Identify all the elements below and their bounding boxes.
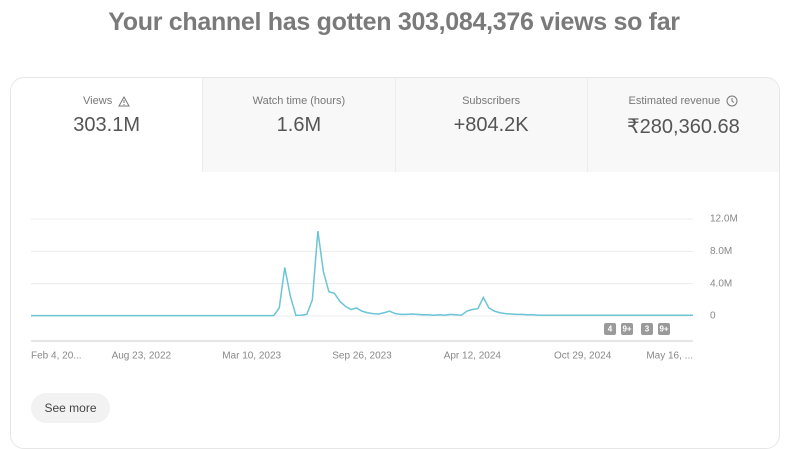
metric-tab[interactable]: Subscribers +804.2K	[394, 78, 587, 172]
x-tick-label: Mar 10, 2023	[222, 351, 281, 362]
metric-value: ₹280,360.68	[626, 116, 740, 138]
x-tick-label: Oct 29, 2024	[554, 351, 612, 362]
metric-label: Estimated revenue	[628, 95, 721, 107]
annotation-badge	[604, 323, 616, 335]
metric-label: Watch time (hours)	[252, 95, 346, 107]
metric-value: 1.6M	[276, 114, 322, 136]
y-tick-label: 4.0M	[710, 278, 732, 289]
x-tick-label: Aug 23, 2022	[112, 351, 172, 362]
chart: 0 4.0M 8.0M 12.0M Feb 4, 20... Aug 23, 2022 Ma…	[31, 214, 738, 362]
page: Your channel has gotten 303,084,376 view…	[10, 8, 780, 449]
annotation-badge	[658, 323, 670, 335]
annotation-label: 9+	[622, 325, 631, 334]
annotation-label: 4	[608, 325, 613, 334]
metric-tab[interactable]: Watch time (hours) 1.6M	[202, 78, 395, 172]
y-tick-label: 12.0M	[710, 214, 738, 225]
annotation-label: 9+	[659, 325, 668, 334]
clock-icon	[726, 95, 738, 107]
x-tick-label: Feb 4, 20...	[31, 351, 82, 362]
metric-value: 303.1M	[73, 114, 140, 136]
page-title: Your channel has gotten 303,084,376 view…	[108, 8, 680, 36]
metric-tab[interactable]: Views 303.1M	[11, 78, 203, 172]
see-more-button[interactable]: See more	[31, 393, 110, 423]
annotation-badge	[641, 323, 653, 335]
x-tick-label: Sep 26, 2023	[332, 351, 392, 362]
annotation-badge	[621, 323, 633, 335]
annotation-label: 3	[645, 325, 650, 334]
warning-icon	[118, 95, 131, 106]
metric-tabs: Views 303.1M Watch time (hours) 1.6M Sub…	[11, 78, 779, 172]
x-tick-label: May 16, ...	[646, 351, 693, 362]
y-tick-label: 0	[710, 311, 716, 322]
metric-label: Subscribers	[462, 95, 521, 107]
x-tick-label: Apr 12, 2024	[444, 351, 502, 362]
y-tick-label: 8.0M	[710, 246, 732, 257]
metric-value: +804.2K	[453, 114, 529, 136]
metric-tab[interactable]: Estimated revenue ₹280,360.68	[586, 78, 779, 172]
line-series	[31, 231, 693, 317]
analytics-card: Views 303.1M Watch time (hours) 1.6M Sub…	[10, 77, 780, 449]
metric-label: Views	[83, 95, 113, 107]
